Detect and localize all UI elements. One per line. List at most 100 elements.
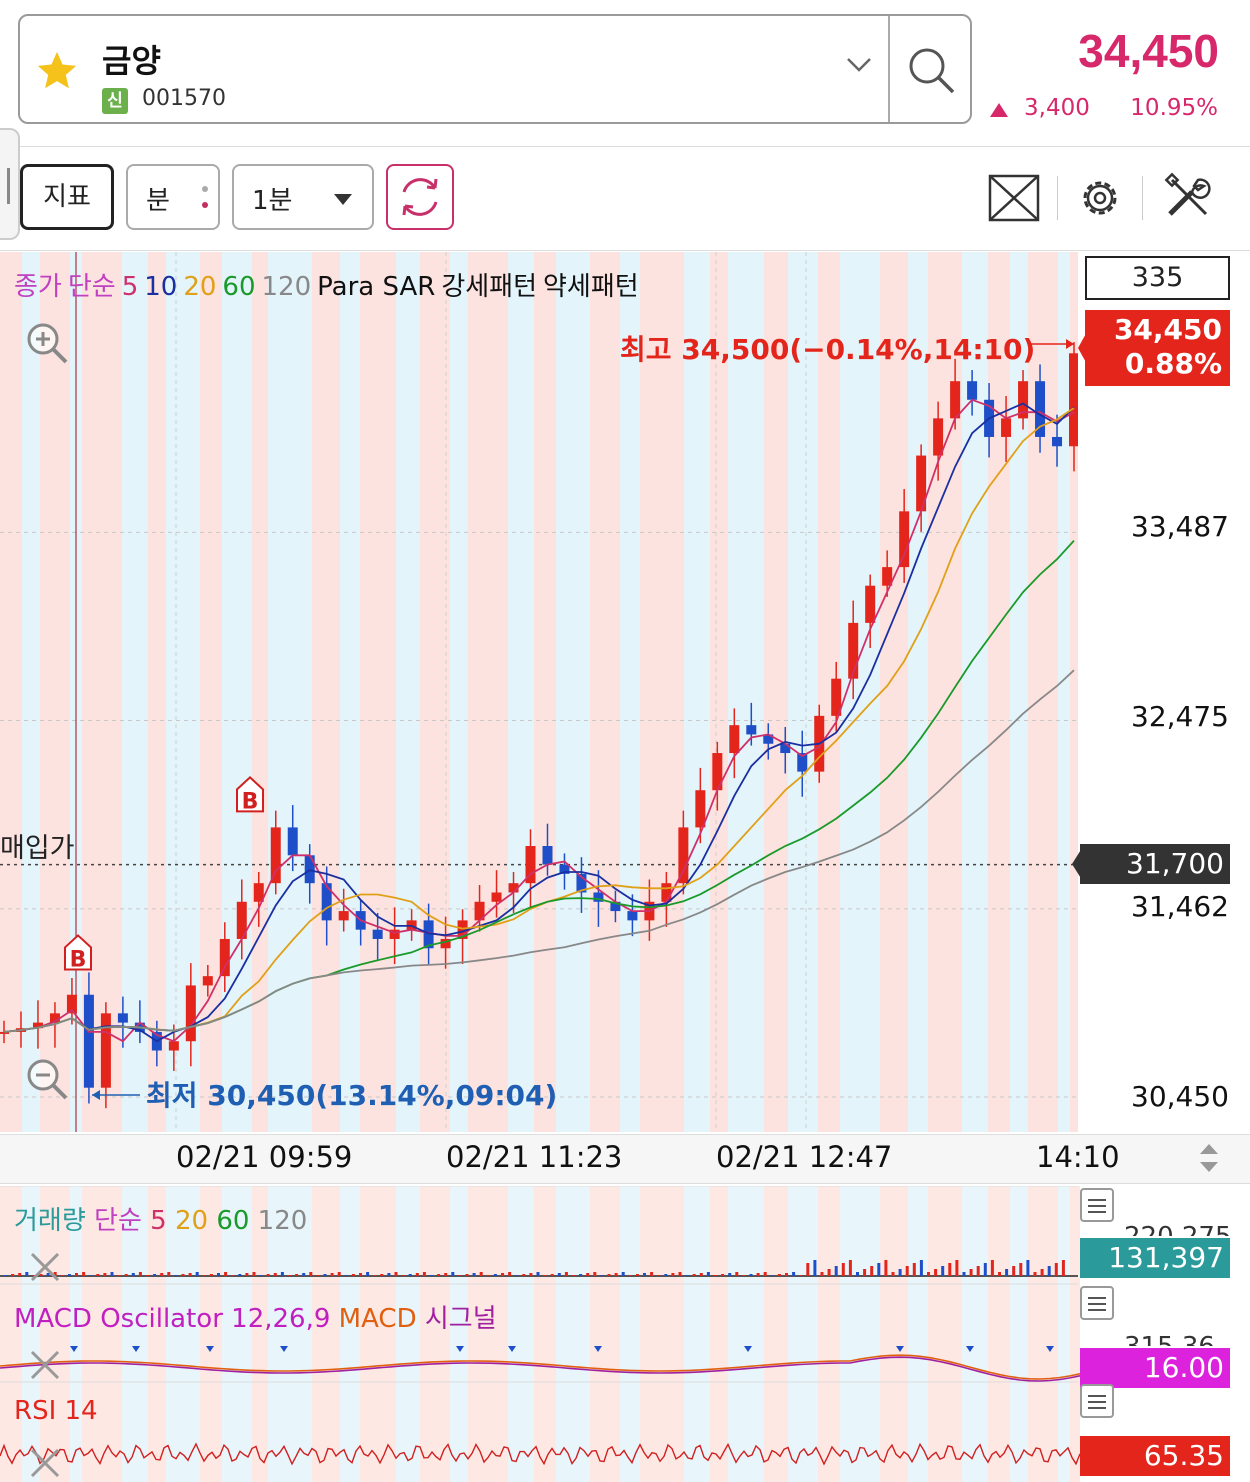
indicator-button[interactable]: 지표 [20,164,114,230]
candle-body [610,901,621,912]
refresh-button[interactable] [386,164,454,230]
stock-selector[interactable] [18,14,972,124]
close-icon[interactable] [28,1446,62,1480]
macd-signal-label: 시그널 [424,1304,497,1334]
volume-bar [117,1275,121,1276]
volume-bar [728,1273,732,1276]
volume-bar [266,1274,270,1276]
up-arrow-icon [990,103,1008,117]
volume-bar [160,1273,164,1276]
candle-body [270,827,281,884]
volume-bar [927,1272,930,1276]
zoom-out-icon[interactable] [24,1056,70,1102]
volume-bar [288,1275,291,1276]
candle-body [372,929,383,939]
high-label: 최고 34,500(−0.14%,14:10) [620,333,1036,366]
close-icon[interactable] [28,1250,62,1284]
volume-ma120: 120 [257,1206,308,1236]
background-band [908,252,928,1132]
volume-value-tag: 131,397 [1080,1238,1230,1278]
volume-bar [607,1274,611,1276]
volume-bar [848,1260,852,1276]
volume-bar [415,1273,419,1276]
side-drawer-handle[interactable] [0,128,20,240]
period-select[interactable]: 1분 [232,164,374,230]
background-band [122,1186,148,1482]
volume-bar [756,1273,760,1276]
candle-body [525,846,536,884]
volume-bar [735,1272,739,1276]
volume-bar [657,1275,661,1276]
current-price-value: 34,450 [1113,313,1222,346]
volume-bar [543,1275,547,1276]
candle-body [950,381,961,419]
volume-bar [217,1273,220,1276]
volume-bar [245,1273,249,1276]
background-band [1028,1186,1058,1482]
unit-button[interactable]: 분 [126,164,220,230]
background-band [818,1186,840,1482]
zoom-in-icon[interactable] [24,320,70,366]
macd-scale-label: 315.36 [1124,1332,1215,1346]
rsi-menu-icon[interactable] [1080,1384,1114,1418]
background-band [1058,1186,1070,1482]
candle-body [508,883,519,893]
volume-bar [394,1272,398,1276]
volume-bar [25,1272,29,1276]
volume-bar [1033,1272,1037,1276]
background-band [880,252,908,1132]
background-band [82,1186,122,1482]
volume-bar [579,1274,583,1276]
volume-bar [316,1275,320,1276]
volume-bar [295,1274,299,1276]
scroll-arrows-icon[interactable] [1194,1138,1224,1178]
legend-sar: Para SAR [317,272,436,302]
background-band [360,252,396,1132]
legend-strong: 강세패턴 [441,272,538,302]
divider [888,16,890,122]
buy-marker [64,934,92,971]
volume-menu-icon[interactable] [1080,1188,1114,1222]
volume-bar [827,1269,831,1276]
candle-body [304,855,315,884]
gear-icon[interactable] [1074,172,1126,224]
x-axis-label: 02/21 12:47 [716,1140,893,1174]
volume-bar [1061,1260,1065,1276]
macd-title: MACD Oscillator 12,26,9 [14,1304,331,1334]
volume-bar [870,1266,874,1276]
volume-bar [515,1275,519,1276]
candle-body [287,827,298,856]
volume-bar [1040,1269,1044,1276]
volume-bar [586,1273,590,1276]
volume-bar [529,1273,533,1276]
volume-bar [103,1273,107,1276]
volume-bar [82,1272,86,1276]
background-band [534,252,556,1132]
legend-ma5: 5 [121,272,139,302]
volume-bar [337,1272,341,1276]
candle-body [474,901,485,921]
volume-bar [1054,1263,1058,1276]
volume-bar [465,1274,469,1276]
candle-body [83,994,94,1088]
buy-tag-pointer [1072,848,1082,880]
macd-menu-icon[interactable] [1080,1286,1114,1320]
candle-body [899,511,910,568]
legend-ma120: 120 [261,272,312,302]
close-icon[interactable] [28,1348,62,1382]
candle-body [542,846,553,865]
search-icon[interactable] [905,44,957,96]
rsi-line [0,1442,1080,1466]
volume-bar [153,1274,157,1276]
volume-bar [60,1275,64,1276]
price-chart[interactable]: BB [0,252,1078,1132]
volume-bar [820,1272,824,1276]
chevron-down-icon[interactable] [846,56,872,74]
star-icon[interactable] [34,48,80,94]
volume-bar [976,1266,980,1276]
tools-icon[interactable] [1162,170,1214,222]
volume-bar [557,1273,561,1276]
volume-bar [934,1269,938,1276]
fullscreen-icon[interactable] [984,170,1044,226]
background-band [1070,1186,1080,1482]
